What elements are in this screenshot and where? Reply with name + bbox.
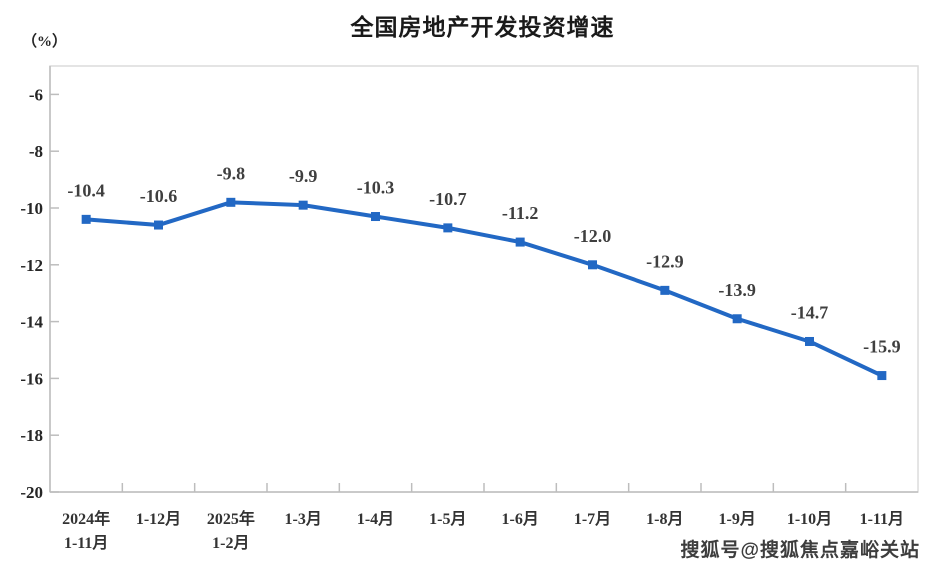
x-tick-label: 1-3月 [284,510,321,528]
x-tick-label: 1-11月 [860,510,904,528]
x-tick-label: 2025年 [207,509,255,528]
data-point [515,237,525,247]
y-tick-label: -6 [29,85,43,104]
data-point-label: -9.8 [217,163,246,183]
data-point [154,220,163,230]
data-point [805,336,814,346]
x-tick-label: 1-6月 [501,510,538,528]
data-point-label: -12.9 [646,251,684,271]
data-point-label: -10.6 [140,186,178,206]
data-point-label: -15.9 [863,337,901,357]
x-tick-label: 1-12月 [136,510,181,528]
x-tick-label: 1-7月 [574,510,611,528]
data-point [371,212,380,222]
data-point [443,223,453,233]
y-tick-label: -12 [20,256,43,275]
x-tick-label: 1-4月 [357,510,394,528]
data-point-label: -14.7 [791,302,829,322]
data-point-label: -11.2 [502,203,539,223]
data-point [660,285,670,295]
data-point-label: -10.4 [67,180,105,200]
data-point-label: -12.0 [574,226,612,246]
x-tick-label: 1-5月 [429,510,466,528]
data-point [298,200,308,210]
data-point-label: -10.3 [357,178,395,198]
y-tick-label: -14 [20,313,43,332]
data-point [877,371,887,381]
x-tick-label: 1-11月 [64,534,108,552]
x-tick-label: 2024年 [62,509,110,528]
data-point-label: -13.9 [718,280,756,300]
x-tick-label: 1-9月 [718,510,755,528]
data-point [226,197,236,207]
y-tick-label: -20 [20,483,43,502]
plot-border [49,65,919,493]
x-tick-label: 1-2月 [212,534,249,552]
y-tick-label: -16 [20,369,43,388]
x-tick-label: 1-10月 [787,510,832,528]
y-tick-label: -18 [20,426,43,445]
data-point-label: -9.9 [289,166,318,186]
data-point [81,214,91,224]
data-point-label: -10.7 [429,189,467,209]
y-tick-label: -8 [29,142,43,161]
data-point [732,314,742,324]
data-point [588,260,597,270]
watermark-text: 搜狐号@搜狐焦点嘉峪关站 [680,540,920,561]
chart-title: 全国房地产开发投资增速 [350,14,615,40]
x-tick-label: 1-8月 [646,510,683,528]
y-axis-unit-label: （%） [22,34,68,50]
y-tick-label: -10 [20,199,43,218]
data-line [84,200,884,378]
